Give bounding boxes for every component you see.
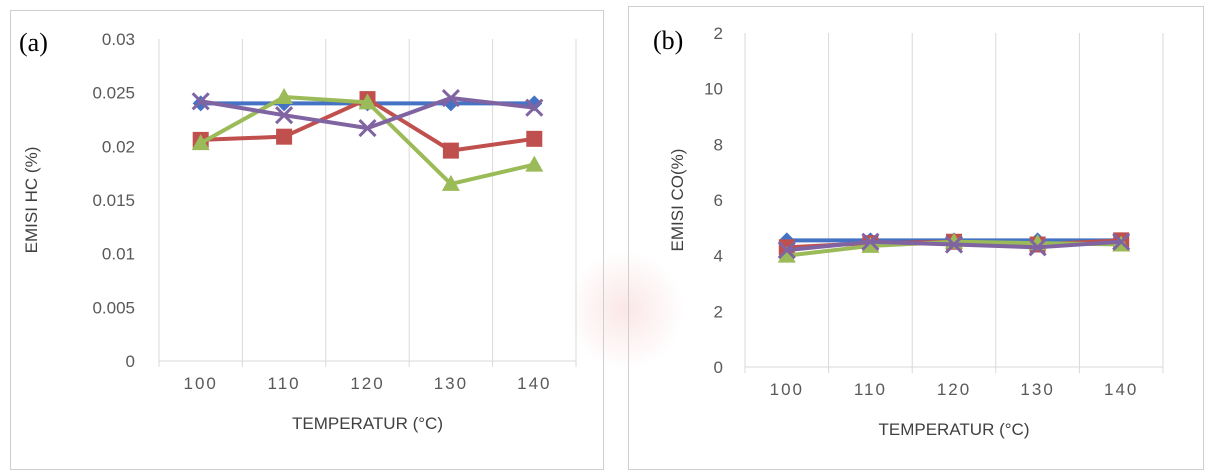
chart-panel-b: 2 10 8 6 4 2 0 100 110 120 130 140 TEMPERATUR (°C) EM… <box>628 6 1204 470</box>
data-point-x-stroke <box>1112 232 1131 251</box>
chart-a-svg: 0.03 0.025 0.02 0.015 0.01 0.005 0 100 110 120 130… <box>19 28 577 433</box>
x-tick-label: 130 <box>434 374 468 393</box>
data-point-diamond <box>192 95 209 112</box>
data-point-x-stroke <box>777 241 796 260</box>
y-tick-label: 0.025 <box>92 84 135 103</box>
y-axis-title: EMISI CO(%) <box>668 149 687 252</box>
y-tick-label: 2 <box>714 302 723 321</box>
data-point-x-stroke <box>944 235 964 254</box>
data-point-triangle <box>358 93 377 110</box>
x-tick-label: 140 <box>1104 380 1138 399</box>
y-tick-label: 6 <box>714 191 723 210</box>
y-tick-label: 2 <box>714 24 723 43</box>
data-point-x <box>1112 232 1131 251</box>
y-tick-label: 0.01 <box>102 245 135 264</box>
background-watermark <box>565 250 685 370</box>
data-point-x <box>1028 238 1047 257</box>
data-point-x-stroke <box>1028 238 1047 257</box>
y-tick-label: 0.015 <box>92 191 135 210</box>
y-axis-title: EMISI HC (%) <box>22 147 41 254</box>
x-tick-label: 110 <box>854 380 887 399</box>
chart-panel-a: 0.03 0.025 0.02 0.015 0.01 0.005 0 100 110 120 130… <box>10 10 604 470</box>
data-point-x <box>861 232 880 251</box>
data-point-x <box>191 92 210 111</box>
x-tick-label: 130 <box>1020 380 1054 399</box>
y-tick-label: 8 <box>714 135 723 154</box>
y-tick-label: 0 <box>126 352 135 371</box>
data-point-x-stroke <box>275 106 294 125</box>
panel-label: (b) <box>653 26 683 55</box>
data-point-square <box>442 142 459 159</box>
x-tick-label: 140 <box>517 374 551 393</box>
chart-b-svg: 2 10 8 6 4 2 0 100 110 120 130 140 TEMPERATUR (°C) EM… <box>653 24 1164 439</box>
y-tick-label: 0.03 <box>102 30 135 49</box>
data-point-x-stroke <box>191 92 210 111</box>
data-point-triangle <box>777 246 796 263</box>
data-point-x-stroke <box>441 88 460 108</box>
data-point-x-stroke <box>525 98 544 117</box>
data-point-triangle <box>861 236 880 253</box>
data-point-x <box>441 88 460 108</box>
x-tick-label: 100 <box>184 374 218 393</box>
data-point-x-stroke <box>358 119 377 138</box>
x-axis-title: TEMPERATUR (°C) <box>292 414 443 433</box>
y-tick-label: 4 <box>714 247 723 266</box>
x-tick-label: 100 <box>770 380 804 399</box>
data-point-x <box>358 119 377 138</box>
x-tick-label: 120 <box>937 380 971 399</box>
data-point-x <box>944 235 964 254</box>
x-tick-label: 120 <box>350 374 384 393</box>
data-point-triangle <box>441 174 460 191</box>
y-tick-label: 0.02 <box>102 137 135 156</box>
y-tick-label: 0.005 <box>92 298 135 317</box>
data-point-x <box>777 241 796 260</box>
y-tick-label: 0 <box>714 358 723 377</box>
data-point-x-stroke <box>861 232 880 251</box>
data-point-x <box>275 106 294 125</box>
x-axis-title: TEMPERATUR (°C) <box>879 420 1030 439</box>
data-point-square <box>526 130 543 147</box>
data-point-x <box>525 98 544 117</box>
data-point-triangle <box>275 87 294 104</box>
data-point-square <box>276 128 293 145</box>
x-tick-label: 110 <box>268 374 301 393</box>
y-tick-label: 10 <box>704 80 723 99</box>
panel-label: (a) <box>19 28 48 57</box>
data-point-triangle <box>191 134 210 151</box>
data-point-triangle <box>525 155 544 172</box>
